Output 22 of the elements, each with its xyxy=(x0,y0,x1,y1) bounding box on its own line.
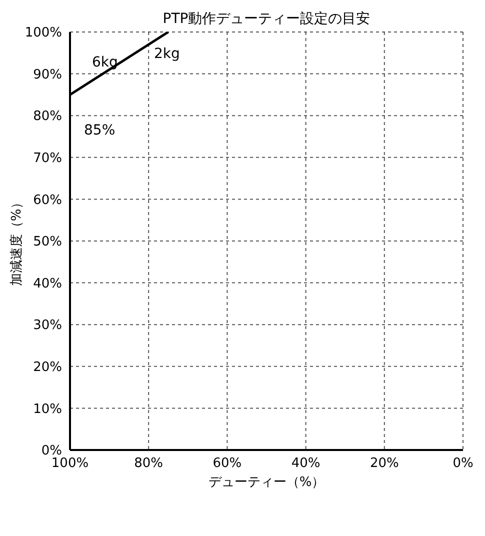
x-tick-label: 60% xyxy=(212,456,242,472)
y-tick-label: 80% xyxy=(33,109,62,124)
y-tick-label: 30% xyxy=(33,318,62,334)
y-tick-label: 40% xyxy=(33,276,62,292)
x-axis-title: デューティー（%） xyxy=(208,475,325,490)
y-tick-label: 100% xyxy=(24,26,62,41)
x-tick-label: 0% xyxy=(452,456,474,472)
chart-title: PTP動作デューティー設定の目安 xyxy=(162,10,372,28)
y-tick-label: 70% xyxy=(33,151,62,166)
x-tick-label: 20% xyxy=(370,456,399,472)
y-tick-label: 50% xyxy=(33,234,62,250)
x-tick-label: 40% xyxy=(291,456,320,472)
y-tick-label: 90% xyxy=(33,67,62,82)
y-tick-label: 10% xyxy=(33,402,62,417)
annotation: 2kg xyxy=(154,46,180,62)
annotation: 85% xyxy=(84,122,116,139)
y-axis-title: 加減速度（%） xyxy=(8,196,25,286)
x-tick-label: 100% xyxy=(51,456,89,472)
y-tick-label: 0% xyxy=(41,444,62,459)
y-tick-label: 20% xyxy=(33,360,62,376)
y-tick-label: 60% xyxy=(33,192,62,208)
x-tick-label: 80% xyxy=(134,456,164,472)
